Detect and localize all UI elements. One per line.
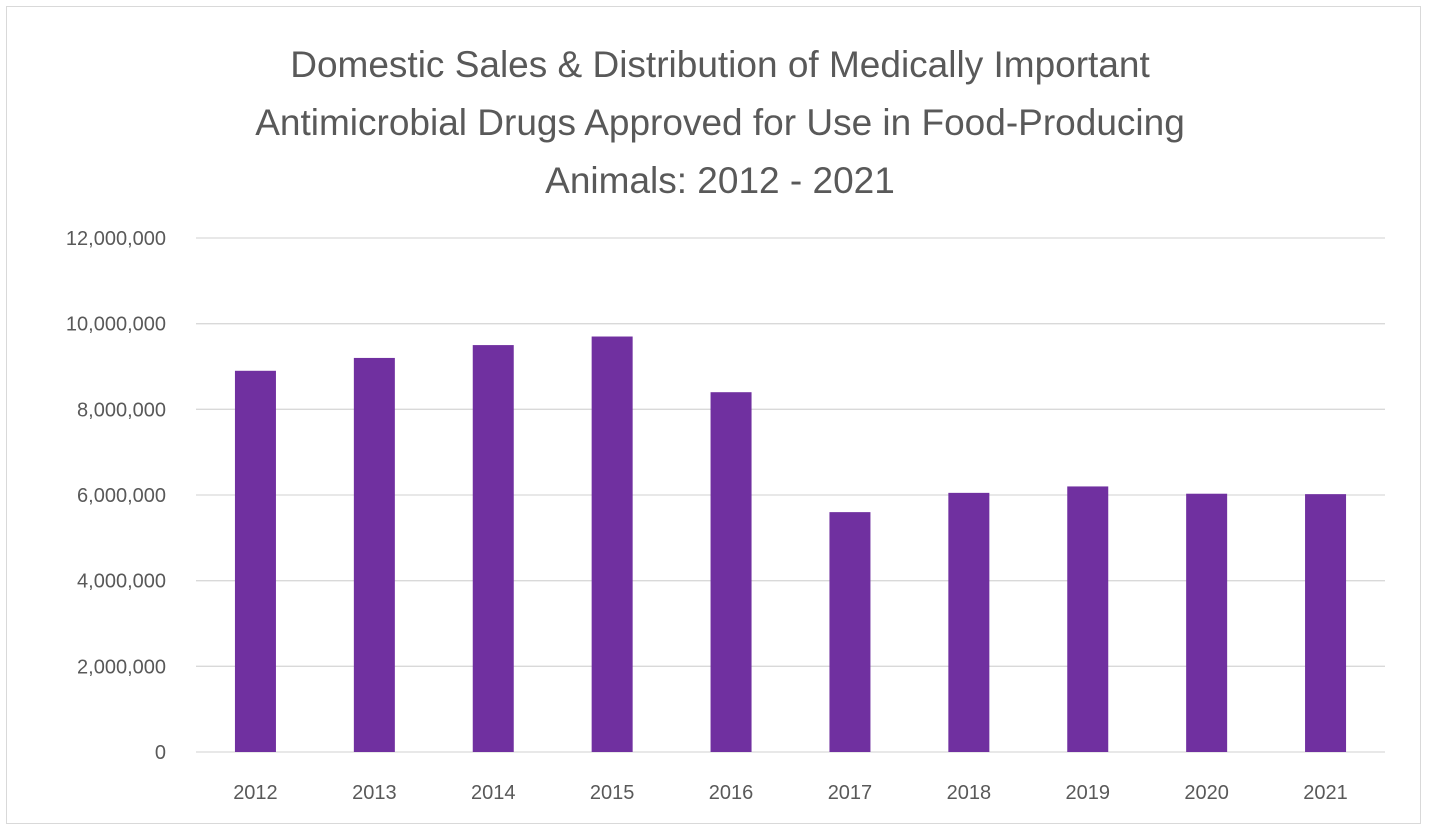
bar-2019 (1067, 486, 1109, 752)
chart-title-line-3: Animals: 2012 - 2021 (545, 160, 895, 201)
x-tick-label-2014: 2014 (471, 782, 516, 804)
x-tick-label-2020: 2020 (1184, 782, 1229, 804)
y-axis-tick-labels: 0 2,000,000 4,000,000 6,000,000 8,000,000 10,… (66, 228, 166, 764)
y-tick-label: 4,000,000 (77, 571, 166, 593)
y-tick-label: 6,000,000 (77, 485, 166, 507)
bar-2018 (948, 492, 990, 752)
chart-title: Domestic Sales & Distribution of Medical… (0, 36, 1440, 210)
x-tick-label-2018: 2018 (947, 782, 992, 804)
x-tick-label-2016: 2016 (709, 782, 754, 804)
x-tick-label-2017: 2017 (828, 782, 873, 804)
bar-2013 (353, 357, 395, 752)
bars (234, 336, 1347, 752)
chart-title-line-2: Antimicrobial Drugs Approved for Use in … (255, 102, 1185, 143)
bar-2020 (1186, 493, 1228, 752)
bar-2021 (1305, 494, 1347, 752)
x-tick-label-2013: 2013 (352, 782, 397, 804)
bar-2017 (829, 512, 871, 752)
x-tick-label-2012: 2012 (233, 782, 278, 804)
x-tick-label-2019: 2019 (1066, 782, 1111, 804)
y-tick-label: 0 (155, 742, 166, 764)
y-tick-label: 12,000,000 (66, 228, 166, 250)
bar-2015 (591, 336, 633, 752)
y-tick-label: 10,000,000 (66, 314, 166, 336)
x-axis-tick-labels: 2012 2013 2014 2015 2016 2017 2018 2019 2020 2021 (233, 782, 1348, 804)
x-tick-label-2015: 2015 (590, 782, 635, 804)
y-tick-label: 8,000,000 (77, 399, 166, 421)
bar-2012 (234, 370, 276, 752)
x-tick-label-2021: 2021 (1303, 782, 1348, 804)
chart-title-line-1: Domestic Sales & Distribution of Medical… (290, 44, 1150, 85)
bar-2016 (710, 392, 752, 752)
y-tick-label: 2,000,000 (77, 656, 166, 678)
bar-2014 (472, 345, 514, 752)
